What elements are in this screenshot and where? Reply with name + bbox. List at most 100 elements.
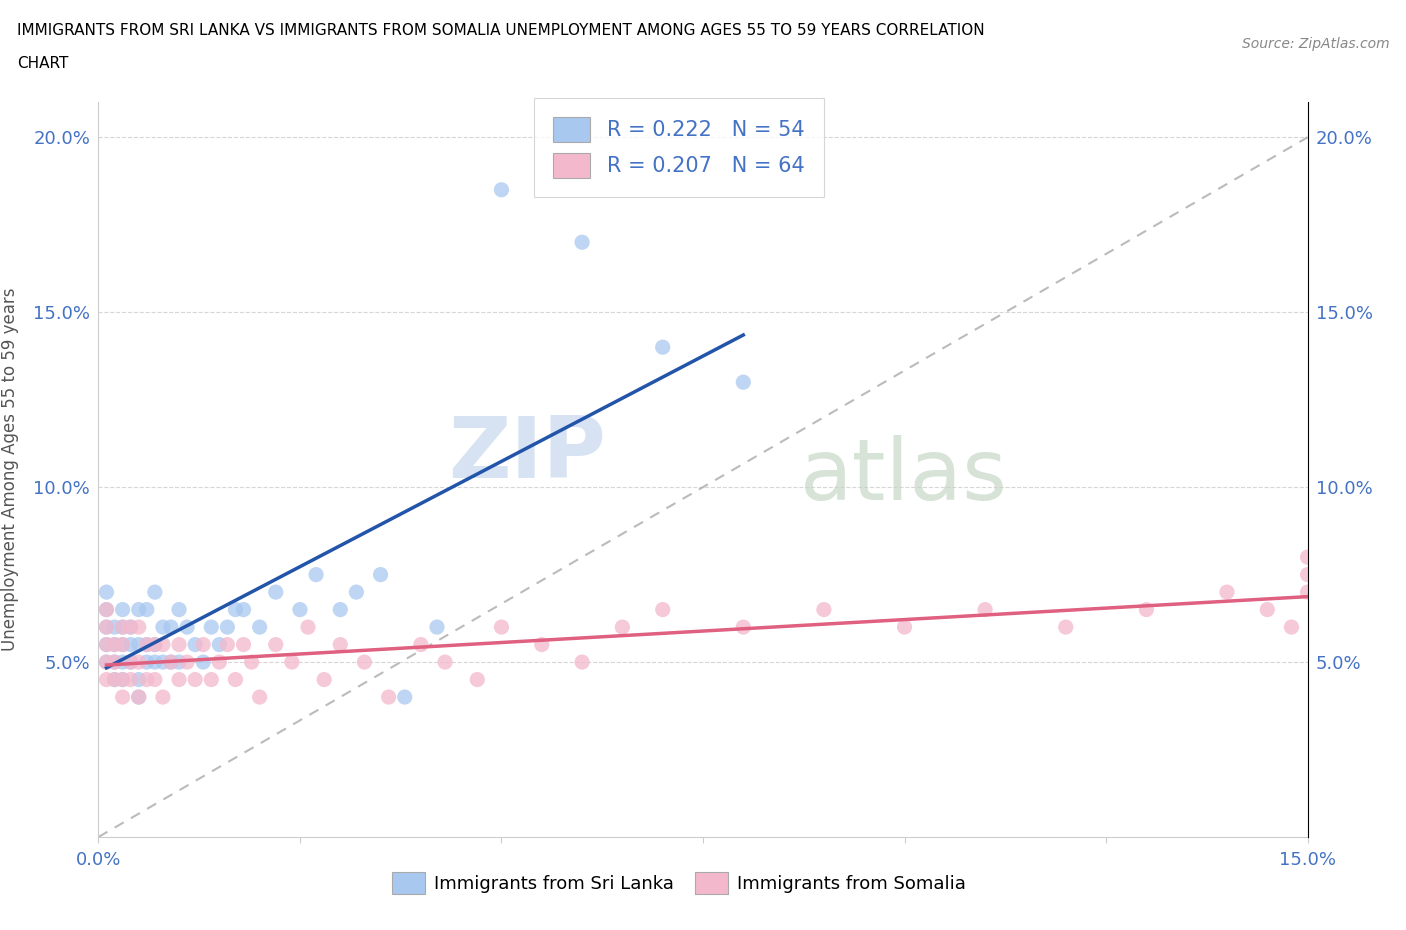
Point	[143, 637, 166, 652]
Point	[111, 690, 134, 705]
Point	[249, 690, 271, 705]
Point	[96, 602, 118, 617]
Point	[1296, 567, 1319, 582]
Point	[128, 619, 150, 634]
Point	[128, 602, 150, 617]
Point	[167, 672, 190, 687]
Point	[111, 619, 134, 634]
Point	[184, 637, 207, 652]
Point	[111, 655, 134, 670]
Point	[281, 655, 304, 670]
Point	[167, 602, 190, 617]
Point	[1054, 619, 1077, 634]
Point	[377, 690, 399, 705]
Point	[96, 637, 118, 652]
Point	[571, 234, 593, 249]
Point	[135, 602, 157, 617]
Point	[120, 655, 142, 670]
Point	[120, 655, 142, 670]
Point	[96, 585, 118, 600]
Point	[305, 567, 328, 582]
Point	[143, 655, 166, 670]
Point	[111, 602, 134, 617]
Point	[103, 655, 125, 670]
Y-axis label: Unemployment Among Ages 55 to 59 years: Unemployment Among Ages 55 to 59 years	[1, 288, 20, 651]
Point	[135, 655, 157, 670]
Point	[200, 619, 222, 634]
Point	[297, 619, 319, 634]
Point	[96, 655, 118, 670]
Point	[152, 619, 174, 634]
Point	[135, 637, 157, 652]
Point	[143, 637, 166, 652]
Point	[249, 619, 271, 634]
Point	[288, 602, 311, 617]
Point	[208, 655, 231, 670]
Point	[167, 637, 190, 652]
Point	[893, 619, 915, 634]
Point	[1281, 619, 1303, 634]
Point	[426, 619, 449, 634]
Point	[96, 619, 118, 634]
Point	[193, 637, 215, 652]
Point	[1296, 585, 1319, 600]
Point	[103, 672, 125, 687]
Point	[135, 637, 157, 652]
Point	[193, 655, 215, 670]
Point	[111, 672, 134, 687]
Point	[135, 672, 157, 687]
Point	[651, 602, 673, 617]
Point	[1135, 602, 1157, 617]
Point	[530, 637, 553, 652]
Point	[128, 655, 150, 670]
Point	[612, 619, 634, 634]
Point	[103, 637, 125, 652]
Point	[120, 637, 142, 652]
Point	[96, 602, 118, 617]
Point	[217, 619, 239, 634]
Point	[103, 619, 125, 634]
Point	[733, 619, 755, 634]
Point	[491, 619, 513, 634]
Point	[152, 690, 174, 705]
Point	[264, 637, 287, 652]
Text: Source: ZipAtlas.com: Source: ZipAtlas.com	[1241, 37, 1389, 51]
Point	[96, 672, 118, 687]
Text: CHART: CHART	[17, 56, 69, 71]
Point	[176, 619, 198, 634]
Point	[200, 672, 222, 687]
Point	[232, 637, 254, 652]
Point	[217, 637, 239, 652]
Point	[651, 339, 673, 354]
Text: ZIP: ZIP	[449, 414, 606, 497]
Point	[314, 672, 336, 687]
Point	[143, 585, 166, 600]
Point	[96, 619, 118, 634]
Point	[1256, 602, 1278, 617]
Point	[974, 602, 997, 617]
Point	[733, 375, 755, 390]
Point	[571, 655, 593, 670]
Point	[120, 672, 142, 687]
Point	[128, 672, 150, 687]
Point	[1296, 550, 1319, 565]
Point	[111, 619, 134, 634]
Point	[111, 637, 134, 652]
Text: atlas: atlas	[800, 435, 1008, 519]
Point	[1216, 585, 1239, 600]
Point	[103, 672, 125, 687]
Point	[143, 672, 166, 687]
Point	[128, 690, 150, 705]
Point	[176, 655, 198, 670]
Point	[813, 602, 835, 617]
Legend: Immigrants from Sri Lanka, Immigrants from Somalia: Immigrants from Sri Lanka, Immigrants fr…	[385, 865, 973, 901]
Point	[152, 637, 174, 652]
Point	[434, 655, 457, 670]
Point	[329, 602, 352, 617]
Point	[96, 655, 118, 670]
Point	[465, 672, 488, 687]
Point	[167, 655, 190, 670]
Point	[120, 619, 142, 634]
Point	[103, 655, 125, 670]
Point	[128, 637, 150, 652]
